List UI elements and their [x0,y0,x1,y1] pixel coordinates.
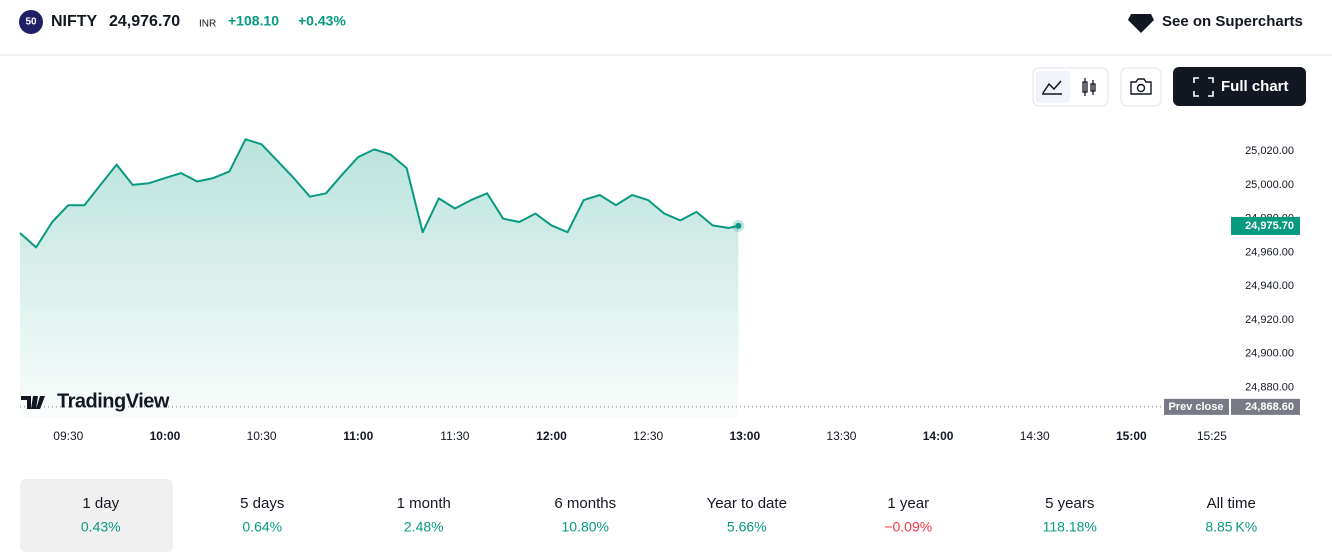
period-change: 2.48% [404,519,444,535]
x-tick-label: 09:30 [53,429,83,443]
period-tab[interactable] [989,479,1151,552]
badge [19,10,43,34]
currency: INR [199,19,216,30]
x-tick-label: 10:30 [247,429,277,443]
x-tick-label: 11:00 [343,429,373,443]
x-tick-label: 10:00 [150,429,181,443]
last-price-box [1231,216,1300,235]
period-name: 5 days [240,495,284,512]
period-name: 5 years [1045,495,1094,512]
price: 24,976.70 [109,13,180,30]
period-change: 118.18% [1043,519,1097,535]
y-tick-label: 24,920.00 [1245,314,1294,326]
prev-close-name-box [1164,398,1229,415]
y-tick-label: 24,880.00 [1245,381,1294,393]
y-tick-label: 24,940.00 [1245,280,1294,292]
last-point [735,222,742,229]
periods: 1 day 0.43% 5 days 0.64% 1 month 2.48% 6 month… [20,479,1313,552]
x-tick-label: 12:30 [633,429,663,443]
x-tick-label: 15:00 [1116,429,1147,443]
x-tick-label: 13:30 [826,429,856,443]
period-tab[interactable] [828,479,990,552]
full-chart-button[interactable] [1173,67,1306,106]
fullscreen-icon [1193,77,1214,97]
last-price-label: 24,975.70 [1245,220,1294,232]
area-icon [1042,80,1062,95]
x-tick-label: 12:00 [536,429,567,443]
supercharts-link[interactable]: See on Supercharts [1162,13,1303,30]
x-tick-label: 14:00 [923,429,954,443]
change-percent: +0.43% [298,13,346,29]
period-change: 8.85 K% [1205,519,1257,535]
price-line [19,138,739,249]
y-tick-label: 24,900.00 [1245,348,1294,360]
camera-icon [1130,78,1152,95]
full-chart-text: Full chart [1221,78,1289,95]
period-tab[interactable] [666,479,828,552]
y-tick-label: 24,960.00 [1245,246,1294,258]
y-tick-label: 25,000.00 [1245,179,1294,191]
prev-close-label: 24,868.60 [1245,401,1294,413]
symbol[interactable]: NIFTY [51,13,98,30]
x-tick-label: 11:30 [440,429,469,443]
period-name: 1 day [82,495,119,512]
period-name: 1 month [397,495,451,512]
period-change: 0.64% [242,519,282,535]
period-tab[interactable] [505,479,667,552]
plot: 24,880.00 24,900.00 24,920.00 24,940.00 24,9… [19,138,1300,443]
period-name: 6 months [554,495,616,512]
prev-close-box [1231,398,1300,415]
snapshot-button[interactable] [1120,67,1162,107]
period-tab[interactable] [1151,479,1313,552]
period-change: 5.66% [727,519,767,535]
period-name: All time [1207,495,1256,512]
x-tick-label: 15:25 [1197,429,1227,443]
supercharts-icon[interactable] [1128,14,1154,33]
period-tab-selected[interactable] [20,479,173,552]
period-change: 10.80% [562,519,609,535]
period-name: 1 year [887,495,929,512]
area-fill [20,139,739,419]
period-change: −0.09% [884,519,932,535]
period-name: Year to date [707,495,787,512]
prev-close-name: Prev close [1168,401,1223,413]
badge-text: 50 [25,17,37,28]
x-tick-label: 13:00 [729,429,760,443]
watermark-logo [21,396,45,409]
period-change: 0.43% [81,519,121,535]
candle-style-button[interactable] [1082,78,1096,96]
change: +108.10 [228,13,279,29]
camera-lens [1136,83,1146,93]
period-tab[interactable] [343,479,505,552]
period-tab[interactable] [182,479,344,552]
watermark: TradingView [57,390,170,412]
x-tick-label: 14:30 [1020,429,1050,443]
y-tick-label: 25,020.00 [1245,145,1294,157]
